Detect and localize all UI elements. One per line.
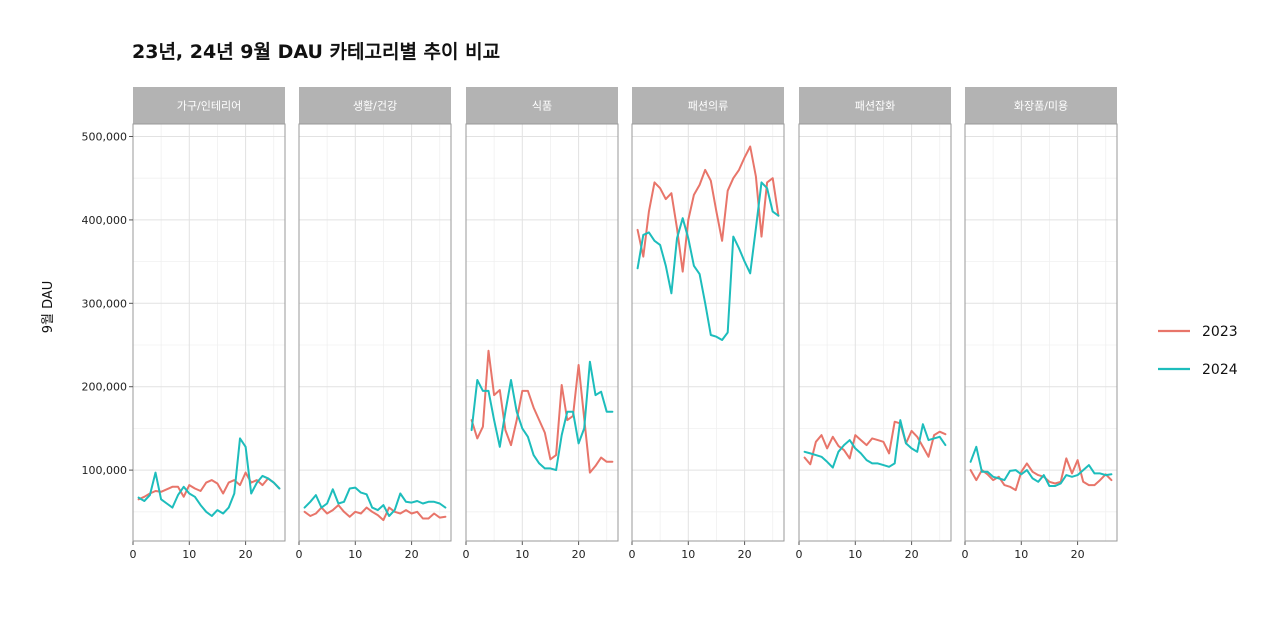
chart-title: 23년, 24년 9월 DAU 카테고리별 추이 비교 — [132, 41, 500, 63]
facet-strip — [632, 87, 784, 124]
panel-background — [631, 123, 785, 542]
panel-background — [798, 123, 952, 542]
legend-label: 2023 — [1202, 324, 1238, 340]
panel-background — [298, 123, 452, 542]
series-line-2023 — [137, 471, 281, 501]
facet-strip-label: 가구/인테리어 — [177, 100, 241, 113]
x-tick-label: 0 — [130, 548, 137, 561]
x-tick-label: 0 — [629, 548, 636, 561]
series-line-2024 — [470, 360, 614, 472]
x-tick-label: 20 — [905, 548, 919, 561]
facet-panel: 화장품/미용 0 10 20 — [962, 87, 1118, 561]
facet-strip — [466, 87, 618, 124]
y-tick-label: 400,000 — [82, 214, 128, 227]
facet-strip — [133, 87, 285, 124]
x-tick-label: 10 — [515, 548, 529, 561]
legend: 2023 2024 — [1158, 324, 1238, 378]
x-tick-label: 10 — [681, 548, 695, 561]
panel-border — [298, 123, 452, 542]
facet-strip — [965, 87, 1117, 124]
x-tick-label: 0 — [962, 548, 969, 561]
y-tick-label: 200,000 — [82, 381, 128, 394]
series-line-2024 — [969, 445, 1113, 487]
facet-panel: 가구/인테리어 0 10 20 — [130, 87, 286, 561]
x-tick-label: 0 — [296, 548, 303, 561]
x-tick-label: 10 — [348, 548, 362, 561]
facet-strip — [299, 87, 451, 124]
series-line-2024 — [303, 486, 447, 517]
y-tick-label: 500,000 — [82, 131, 128, 144]
x-tick-label: 10 — [182, 548, 196, 561]
y-tick-label: 300,000 — [82, 297, 128, 310]
facet-panel: 패션의류 0 10 20 — [629, 87, 785, 561]
y-tick-label: 100,000 — [82, 464, 128, 477]
x-tick-label: 0 — [796, 548, 803, 561]
series-line-2023 — [803, 420, 947, 466]
panel-background — [465, 123, 619, 542]
series-line-2024 — [137, 437, 281, 517]
facet-strip-label: 패션잡화 — [855, 100, 895, 113]
facet-strip-label: 패션의류 — [688, 100, 728, 113]
x-tick-label: 10 — [1014, 548, 1028, 561]
panel-border — [964, 123, 1118, 542]
facet-strip-label: 생활/건강 — [353, 99, 397, 113]
facet-strip-label: 식품 — [532, 100, 552, 113]
panel-border — [798, 123, 952, 542]
series-line-2024 — [803, 419, 947, 469]
x-tick-label: 20 — [1071, 548, 1085, 561]
x-tick-label: 10 — [848, 548, 862, 561]
panel-border — [465, 123, 619, 542]
facet-strip — [799, 87, 951, 124]
facet-panel: 식품 0 10 20 — [463, 87, 619, 561]
x-tick-label: 20 — [405, 548, 419, 561]
y-axis-label: 9월 DAU — [41, 281, 56, 334]
panel-border — [132, 123, 286, 542]
facet-strip-label: 화장품/미용 — [1014, 100, 1068, 113]
y-axis: 100,000 200,000 300,000 400,000 500,000 — [82, 131, 133, 477]
panel-background — [132, 123, 286, 542]
series-line-2024 — [636, 181, 780, 341]
facet-panel: 생활/건강 0 10 20 — [296, 87, 452, 561]
x-tick-label: 0 — [463, 548, 470, 561]
series-line-2023 — [303, 504, 447, 522]
series-line-2023 — [470, 349, 614, 474]
legend-label: 2024 — [1202, 362, 1238, 378]
x-tick-label: 20 — [572, 548, 586, 561]
series-line-2023 — [969, 457, 1113, 492]
x-tick-label: 20 — [239, 548, 253, 561]
series-line-2023 — [636, 145, 780, 273]
facet-panel: 패션잡화 0 10 20 — [796, 87, 952, 561]
x-tick-label: 20 — [738, 548, 752, 561]
panel-border — [631, 123, 785, 542]
